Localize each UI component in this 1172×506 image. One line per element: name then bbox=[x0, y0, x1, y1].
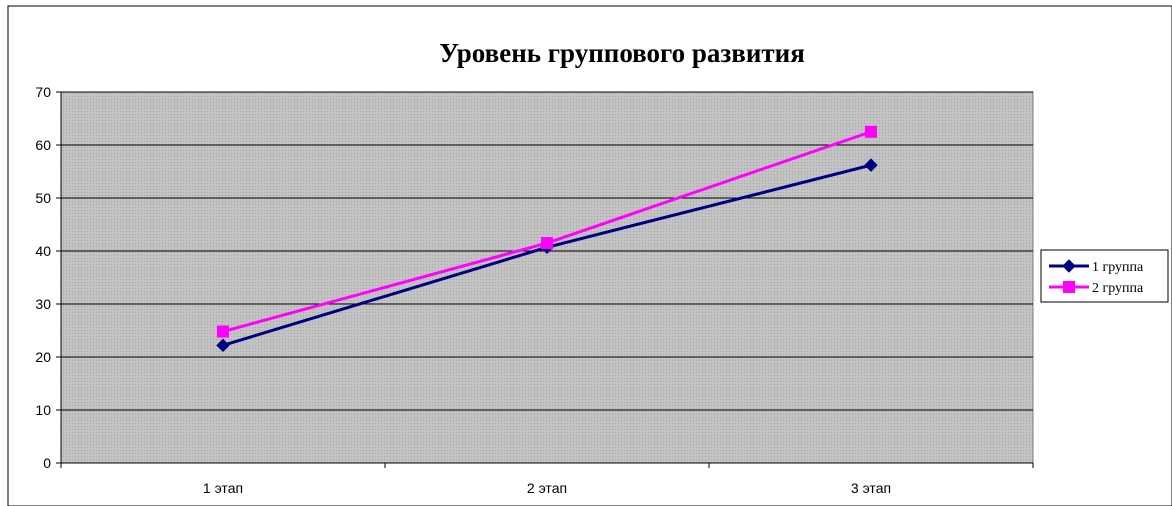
data-point bbox=[216, 338, 230, 353]
legend-swatch-marker bbox=[1063, 281, 1075, 293]
y-tick-label: 20 bbox=[35, 349, 51, 365]
legend-box bbox=[1040, 249, 1169, 303]
axes bbox=[56, 91, 1034, 468]
x-tick-label: 3 этап bbox=[851, 480, 891, 496]
data-point bbox=[541, 237, 553, 250]
y-tick-label: 40 bbox=[35, 243, 51, 259]
y-tick-label: 30 bbox=[35, 296, 51, 312]
x-tick-label: 1 этап bbox=[203, 480, 243, 496]
y-tick-labels: 0 10 20 30 40 50 60 70 bbox=[35, 84, 51, 471]
data-point bbox=[217, 325, 229, 338]
legend-label: 1 группа bbox=[1092, 260, 1144, 275]
series-2 bbox=[217, 125, 877, 338]
gridlines bbox=[61, 91, 1033, 411]
x-tick-labels: 1 этап 2 этап 3 этап bbox=[203, 480, 891, 496]
y-tick-label: 50 bbox=[35, 190, 51, 206]
chart-title: Уровень группового развития bbox=[439, 38, 805, 68]
legend-swatch-marker bbox=[1062, 259, 1076, 273]
data-point bbox=[864, 158, 878, 172]
legend-label: 2 группа bbox=[1092, 281, 1144, 296]
y-tick-label: 70 bbox=[35, 84, 51, 100]
y-tick-label: 60 bbox=[35, 137, 51, 153]
series-lines bbox=[216, 125, 878, 353]
plot-area bbox=[60, 91, 1034, 464]
x-tick-label: 2 этап bbox=[527, 480, 567, 496]
data-point bbox=[865, 125, 877, 138]
y-tick-label: 0 bbox=[43, 455, 51, 471]
legend: 1 группа 2 группа bbox=[1040, 249, 1169, 303]
y-tick-label: 10 bbox=[35, 402, 51, 418]
legend-entry: 1 группа bbox=[1049, 259, 1144, 275]
legend-entry: 2 группа bbox=[1049, 281, 1144, 296]
